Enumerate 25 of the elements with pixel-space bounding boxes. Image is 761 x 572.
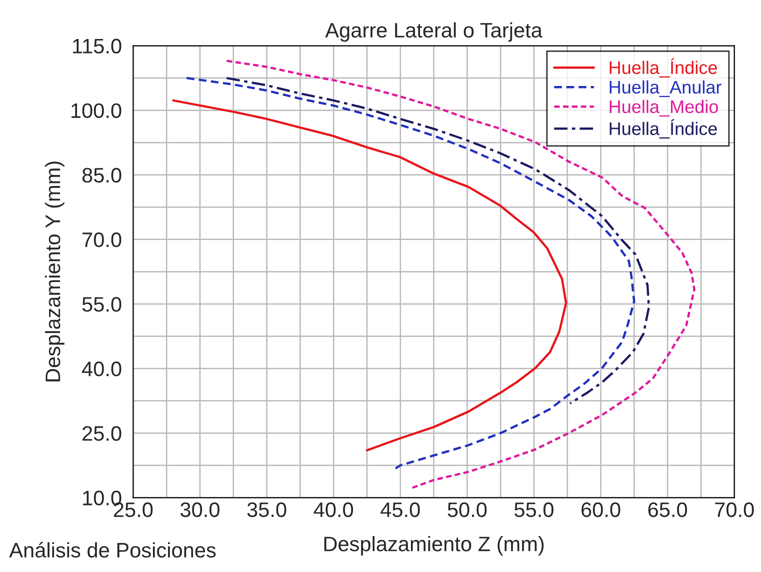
y-tick-label: 100.0 (72, 103, 122, 118)
text: Análisis de Posiciones (9, 542, 216, 558)
y-tick-label: 55.0 (82, 296, 122, 312)
legend-label: Huella_Anular (610, 80, 722, 98)
x-tick-label: 40.0 (314, 502, 354, 518)
x-tick-label: 65.0 (648, 502, 688, 518)
x-axis-title: Desplazamiento Z (mm) (324, 536, 544, 556)
x-tick-label: 30.0 (180, 502, 220, 518)
y-axis-title: Desplazamiento Y (mm) (44, 162, 64, 382)
x-tick-label: 60.0 (582, 502, 620, 518)
line-series (172, 99, 568, 452)
y-tick-label: 40.0 (82, 362, 122, 376)
legend-label: Huella_Índice (610, 58, 717, 78)
x-tick-label: 45.0 (380, 502, 420, 518)
legend-label: Huella_Medio (610, 100, 718, 117)
y-tick-label: 115.0 (73, 38, 122, 54)
x-tick-label: 70.0 (715, 502, 754, 518)
legend-label: Huella_Índice (610, 119, 717, 139)
x-tick-label: 35.0 (247, 502, 286, 518)
y-tick-label: 70.0 (82, 232, 122, 248)
y-tick-label: 25.0 (82, 426, 122, 441)
x-tick-label: 50.0 (448, 502, 487, 518)
x-tick-label: 55.0 (514, 502, 554, 518)
y-tick-label: 85.0 (82, 168, 122, 183)
chart-title: Agarre Lateral o Tarjeta (325, 22, 542, 42)
